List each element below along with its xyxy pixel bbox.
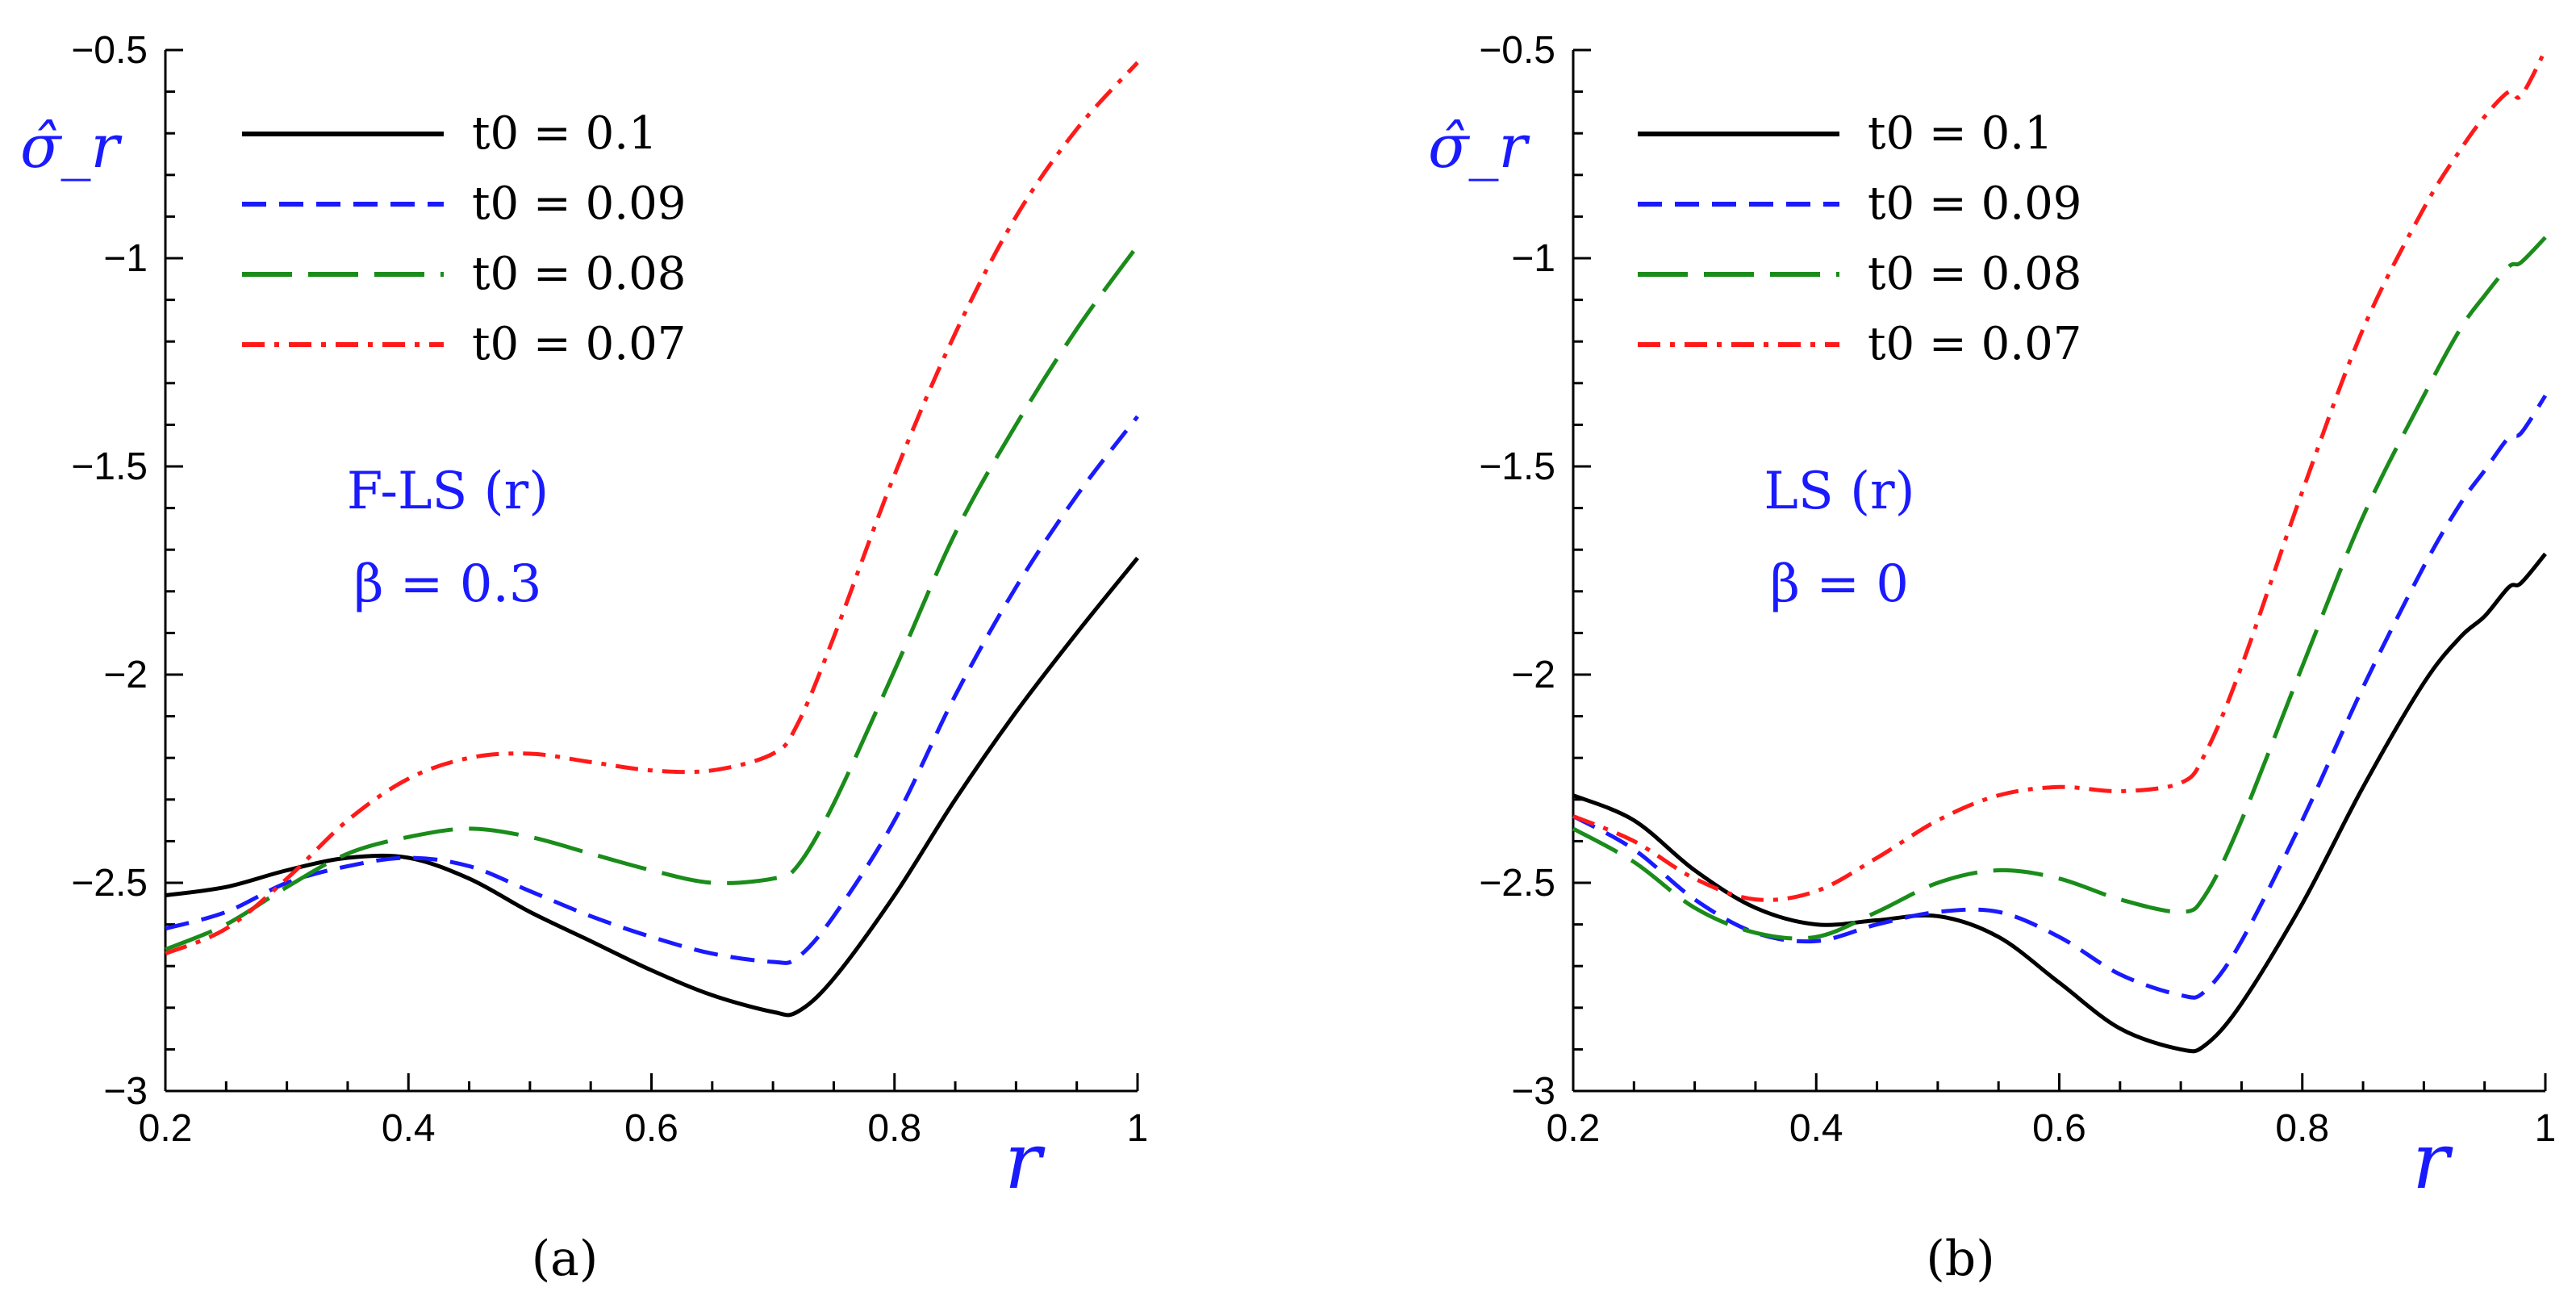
panel-label: (b) xyxy=(1926,1231,1994,1287)
y-axis-title: σ̂_r xyxy=(20,112,123,182)
panel-annotation: F-LS (r) xyxy=(347,462,549,521)
series-line-3 xyxy=(165,61,1139,956)
legend-entry: t0 = 0.07 xyxy=(472,318,686,370)
x-tick-label: 0.4 xyxy=(382,1107,436,1150)
series-line-2 xyxy=(1572,236,2547,941)
series-line-2 xyxy=(165,245,1140,951)
panel-label: (a) xyxy=(532,1231,599,1287)
series-line-0 xyxy=(1572,552,2547,1054)
x-tick-label: 1 xyxy=(1127,1107,1149,1150)
series-line-1 xyxy=(1572,394,2548,1000)
y-axis-title: σ̂_r xyxy=(1428,112,1531,182)
x-tick-label: 0.8 xyxy=(2275,1107,2329,1150)
x-tick-label: 1 xyxy=(2535,1107,2557,1150)
y-tick-label: −0.5 xyxy=(1479,29,1555,72)
y-tick-label: −3 xyxy=(103,1070,148,1113)
chart-panel-a: 0.2 0.4 0.6 0.8 1 −0.5 −1 −1.5 −2 −2.5 −3 r σ̂_r t0 =… xyxy=(20,29,1148,1287)
x-tick-label: 0.8 xyxy=(867,1107,921,1150)
legend-entry: t0 = 0.08 xyxy=(472,248,686,300)
panel-annotation: LS (r) xyxy=(1764,462,1914,521)
x-tick-label: 0.6 xyxy=(2032,1107,2086,1150)
y-tick-label: −3 xyxy=(1511,1070,1555,1113)
legend-entry: t0 = 0.1 xyxy=(472,107,658,160)
legend-entry: t0 = 0.1 xyxy=(1868,107,2053,160)
x-tick-label: 0.2 xyxy=(139,1107,193,1150)
y-tick-label: −2 xyxy=(1511,654,1555,696)
panel-annotation: β = 0 xyxy=(1770,554,1909,614)
legend-entry: t0 = 0.09 xyxy=(472,178,686,230)
series-line-1 xyxy=(165,415,1139,965)
y-tick-label: −1.5 xyxy=(71,445,148,488)
panel-annotation: β = 0.3 xyxy=(353,554,541,614)
legend-entry: t0 = 0.07 xyxy=(1868,318,2081,370)
y-tick-label: −2.5 xyxy=(1479,862,1555,905)
y-tick-label: −2 xyxy=(103,654,148,696)
y-tick-label: −1 xyxy=(103,237,148,280)
legend-entry: t0 = 0.09 xyxy=(1868,178,2081,230)
x-axis-title: r xyxy=(2412,1116,2453,1206)
x-tick-label: 0.2 xyxy=(1547,1107,1601,1150)
chart-panel-b: 0.2 0.4 0.6 0.8 1 −0.5 −1 −1.5 −2 −2.5 −3 r σ̂_r t0 =… xyxy=(1428,29,2556,1287)
y-tick-label: −1 xyxy=(1511,237,1555,280)
y-tick-label: −2.5 xyxy=(71,862,148,905)
x-tick-label: 0.4 xyxy=(1789,1107,1843,1150)
x-axis-title: r xyxy=(1004,1116,1046,1206)
series-line-0 xyxy=(165,556,1139,1018)
y-tick-label: −1.5 xyxy=(1479,445,1555,488)
legend-entry: t0 = 0.08 xyxy=(1868,248,2081,300)
x-tick-label: 0.6 xyxy=(624,1107,678,1150)
series-line-3 xyxy=(1572,48,2548,902)
y-tick-label: −0.5 xyxy=(71,29,148,72)
